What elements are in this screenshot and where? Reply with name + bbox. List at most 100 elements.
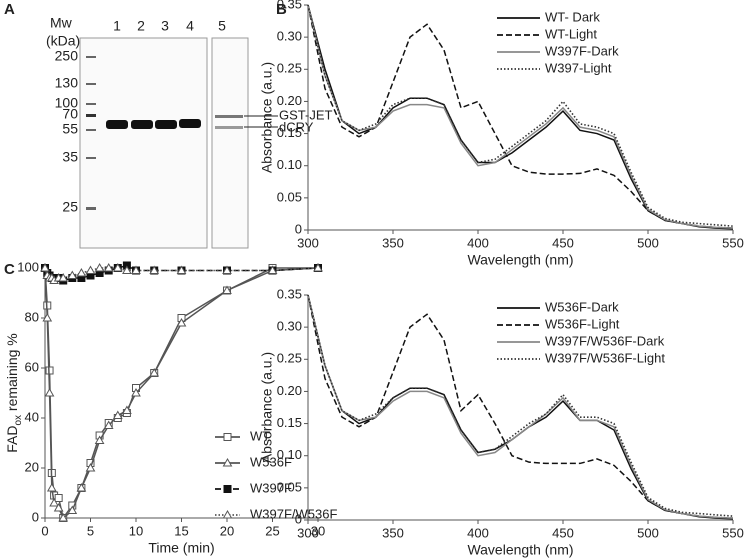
sample-bands [106,115,243,129]
y-tick-label: 0 [32,509,39,524]
y-tick-label: 0 [295,511,302,526]
y-tick-label: 0.25 [277,61,302,76]
marker [67,270,78,279]
legend-label: W397F/W536F-Dark [545,333,665,348]
panel-letter: C [4,261,15,278]
marker [76,482,87,492]
series-line [307,294,734,519]
marker [76,267,87,277]
series-line [307,4,734,229]
legend-label: WT [250,428,270,443]
marker [44,387,55,397]
gel-box [211,37,249,249]
x-tick-label: 350 [382,235,404,250]
y-tick-label: 0.35 [277,0,302,11]
marker [131,387,141,397]
ladder-bands [86,56,96,210]
x-axis-label: Wavelength (nm) [467,252,573,268]
y-tick-label: 0.20 [277,93,302,108]
marker [112,262,123,272]
x-tick-label: 550 [722,525,744,540]
y-tick-label: 0.30 [277,319,302,334]
y-tick-label: 0.05 [277,479,302,494]
legend-label: WT-Light [545,26,597,41]
x-tick-label: 500 [637,525,659,540]
marker [149,367,160,377]
legend-label: WT- Dark [545,9,600,24]
legend-label: W397F-Dark [545,43,619,58]
marker [222,457,233,467]
y-tick-label: 0.25 [277,351,302,366]
series-line [307,4,734,230]
y-tick-label: 0.15 [277,125,302,140]
y-tick-label: 0.10 [277,447,302,462]
series-line [307,4,734,229]
panel-letter: B [276,1,287,18]
series-line [307,294,734,519]
y-tick-label: 60 [25,359,39,374]
x-tick-label: 350 [382,525,404,540]
marker [112,410,123,419]
ladder-label: 130 [55,75,79,91]
x-tick-label: 300 [297,525,319,540]
ladder-label: 35 [62,149,78,165]
marker [46,482,57,492]
marker [222,285,232,294]
arrow-label: GST-JET [279,107,333,122]
x-tick-label: 0 [41,523,48,538]
marker [267,265,278,274]
marker [223,485,232,493]
marker [58,272,69,282]
y-tick-label: 0.20 [277,383,302,398]
y-tick-label: 100 [17,259,39,274]
lane-label: 4 [186,18,194,34]
y-tick-label: 0 [295,221,302,236]
ladder-label: 25 [62,199,78,215]
lane-label: 2 [137,18,145,34]
legend-label: W397F/W536F-Light [545,350,665,365]
legend-label: W397F [250,480,292,495]
marker [103,420,114,429]
x-tick-label: 400 [467,235,489,250]
legend-label: W397-Light [545,60,612,75]
x-tick-label: 10 [129,523,143,538]
legend-label: W536F-Light [545,316,620,331]
panel-letter: A [4,1,15,18]
legend-label: W397F/W536F [250,506,337,521]
y-label-part: remaining % [4,333,20,415]
x-axis-label: Time (min) [148,540,214,556]
ladder-label: 250 [55,48,79,64]
marker [85,265,96,274]
series-line [307,4,734,227]
marker [176,265,187,274]
y-axis-label: Absorbance (a.u.) [259,352,275,463]
ladder-label: 55 [62,121,78,137]
y-tick-label: 20 [25,459,39,474]
x-axis-label: Wavelength (nm) [467,542,573,558]
gel-box [79,37,208,249]
marker [53,502,64,512]
marker [131,265,141,274]
y-tick-label: 40 [25,409,39,424]
y-tick-label: 0.15 [277,415,302,430]
x-tick-label: 20 [220,523,234,538]
y-axis-label: Absorbance (a.u.) [259,62,275,173]
marker [94,262,105,272]
marker [54,494,63,502]
x-tick-label: 300 [297,235,319,250]
lane-label: 5 [218,18,226,34]
marker [313,262,323,272]
x-tick-label: 550 [722,235,744,250]
x-tick-label: 30 [311,523,325,538]
y-tick-label: 0.10 [277,157,302,172]
marker [67,505,78,514]
marker [222,265,232,274]
marker [85,462,96,472]
lane-label: 1 [113,18,121,34]
x-tick-label: 450 [552,235,574,250]
marker [223,433,232,441]
marker [149,265,160,274]
marker [49,497,59,507]
x-tick-label: 400 [467,525,489,540]
marker [122,405,132,414]
